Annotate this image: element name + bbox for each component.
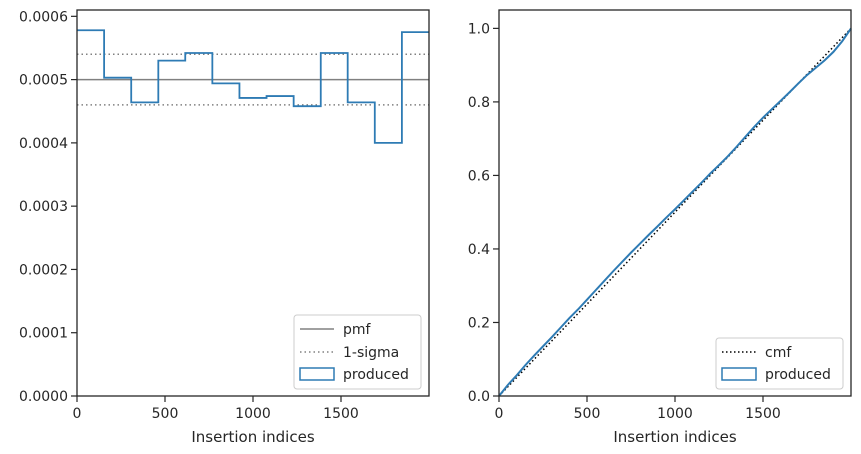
- pmf-plot-frame: [76, 9, 430, 397]
- pmf-y-tick-label: 0.0001: [19, 326, 68, 342]
- cmf-y-tick-label: 0.6: [468, 168, 490, 184]
- legend-pmf-label: pmf: [343, 322, 372, 338]
- produced-histogram-step: [77, 29, 429, 144]
- cmf-y-tick-label: 0.0: [468, 389, 490, 405]
- pmf-chart: 0 500 1000 1500 0.0000 0.0001 0.0002 0.0003 0.00…: [19, 9, 430, 446]
- legend-1-sigma-label: 1-sigma: [343, 345, 399, 361]
- cmf-x-tick-label: 1000: [657, 406, 693, 422]
- legend-produced-swatch: [299, 367, 335, 381]
- cmf-legend: cmf produced: [715, 337, 844, 390]
- pmf-legend: pmf 1-sigma produced: [293, 314, 422, 390]
- pmf-x-tick-label: 500: [152, 406, 179, 422]
- pmf-y-tick-label: 0.0000: [19, 389, 68, 405]
- pmf-x-tick-label: 0: [73, 406, 82, 422]
- cmf-plot-frame: [498, 9, 852, 397]
- cmf-y-tick-label: 0.2: [468, 315, 490, 331]
- legend-cmf-label: cmf: [765, 345, 792, 361]
- pmf-y-tick-label: 0.0005: [19, 73, 68, 89]
- pmf-y-tick-label: 0.0003: [19, 199, 68, 215]
- cmf-x-tick-label: 1500: [745, 406, 781, 422]
- cmf-legend-box: [715, 337, 844, 390]
- produced-cmf-line: [498, 27, 852, 397]
- pmf-y-tick-label: 0.0004: [19, 136, 68, 152]
- pmf-y-tick-label: 0.0006: [19, 9, 68, 25]
- legend-cmf-produced-label: produced: [765, 367, 831, 383]
- cmf-chart: 0 500 1000 1500 0.0 0.2 0.4 0.6 0.8 1.0 Insertion…: [468, 9, 852, 446]
- cmf-x-axis-label: Insertion indices: [613, 428, 736, 446]
- cmf-x-tick-label: 0: [495, 406, 504, 422]
- legend-cmf-produced-swatch: [721, 367, 757, 381]
- cmf-y-tick-label: 0.4: [468, 242, 490, 258]
- cmf-x-tick-label: 500: [574, 406, 601, 422]
- pmf-x-axis-label: Insertion indices: [191, 428, 314, 446]
- cmf-y-tick-label: 1.0: [468, 21, 490, 37]
- cmf-y-tick-label: 0.8: [468, 95, 490, 111]
- pmf-x-tick-label: 1000: [235, 406, 271, 422]
- pmf-x-tick-label: 1500: [323, 406, 359, 422]
- legend-produced-label: produced: [343, 367, 409, 383]
- pmf-y-tick-label: 0.0002: [19, 262, 68, 278]
- pmf-legend-box: [293, 314, 422, 390]
